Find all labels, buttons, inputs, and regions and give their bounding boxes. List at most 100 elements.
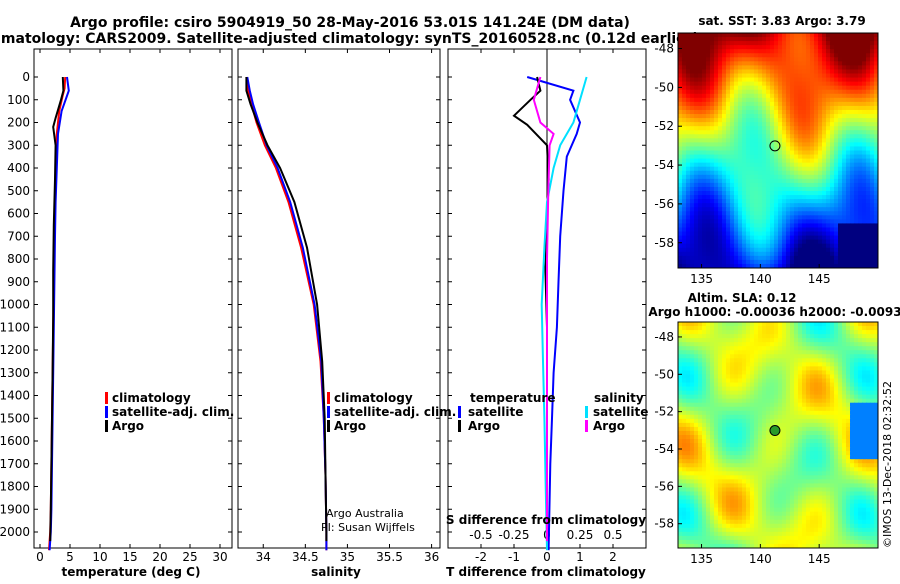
heatmap-cell (838, 427, 843, 432)
heatmap-cell (754, 366, 759, 371)
heatmap-cell (806, 195, 811, 200)
heatmap-cell (858, 203, 863, 208)
heatmap-cell (690, 61, 695, 66)
heatmap-cell (722, 57, 727, 62)
heatmap-cell (750, 134, 755, 139)
heatmap-cell (682, 383, 687, 388)
heatmap-cell (678, 215, 683, 220)
heatmap-cell (770, 322, 775, 327)
heatmap-cell (690, 203, 695, 208)
heatmap-cell (770, 207, 775, 212)
heatmap-cell (798, 110, 803, 115)
heatmap-cell (726, 74, 731, 79)
heatmap-cell (774, 57, 779, 62)
heatmap-cell (742, 167, 747, 172)
heatmap-cell (694, 106, 699, 111)
heatmap-cell (750, 451, 755, 456)
heatmap-cell (754, 142, 759, 147)
heatmap-cell (754, 374, 759, 379)
heatmap-cell (782, 395, 787, 400)
heatmap-cell (718, 183, 723, 188)
heatmap-cell (866, 74, 871, 79)
heatmap-cell (706, 211, 711, 216)
heatmap-cell (806, 223, 811, 228)
heatmap-cell (706, 342, 711, 347)
heatmap-cell (786, 187, 791, 192)
heatmap-cell (766, 374, 771, 379)
heatmap-cell (730, 179, 735, 184)
heatmap-cell (702, 223, 707, 228)
heatmap-cell (774, 419, 779, 424)
heatmap-cell (738, 260, 743, 265)
heatmap-cell (694, 187, 699, 192)
heatmap-cell (714, 252, 719, 257)
heatmap-cell (730, 240, 735, 245)
heatmap-cell (834, 435, 839, 440)
heatmap-cell (706, 240, 711, 245)
heatmap-cell (786, 354, 791, 359)
heatmap-cell (842, 403, 847, 408)
heatmap-cell (854, 223, 859, 228)
heatmap-cell (746, 383, 751, 388)
heatmap-cell (726, 252, 731, 257)
heatmap-cell (730, 260, 735, 265)
heatmap-cell (722, 427, 727, 432)
heatmap-cell (754, 370, 759, 375)
heatmap-cell (742, 207, 747, 212)
heatmap-cell (774, 463, 779, 468)
heatmap-cell (854, 207, 859, 212)
heatmap-cell (758, 447, 763, 452)
heatmap-cell (714, 167, 719, 172)
heatmap-cell (738, 69, 743, 74)
heatmap-cell (838, 207, 843, 212)
heatmap-cell (682, 195, 687, 200)
heatmap-cell (814, 179, 819, 184)
heatmap-cell (774, 142, 779, 147)
heatmap-cell (694, 256, 699, 261)
heatmap-cell (786, 183, 791, 188)
difference-line-t-argo (514, 77, 549, 541)
heatmap-cell (862, 61, 867, 66)
heatmap-cell (778, 219, 783, 224)
heatmap-cell (746, 366, 751, 371)
heatmap-cell (870, 134, 875, 139)
heatmap-cell (806, 403, 811, 408)
heatmap-cell (710, 175, 715, 180)
heatmap-cell (786, 49, 791, 54)
heatmap-cell (702, 451, 707, 456)
heatmap-cell (694, 366, 699, 371)
heatmap-cell (742, 151, 747, 156)
heatmap-cell (830, 411, 835, 416)
heatmap-cell (686, 195, 691, 200)
heatmap-cell (762, 334, 767, 339)
heatmap-cell (762, 163, 767, 168)
heatmap-cell (698, 439, 703, 444)
heatmap-cell (854, 126, 859, 131)
heatmap-cell (682, 399, 687, 404)
heatmap-cell (782, 33, 787, 38)
heatmap-cell (790, 362, 795, 367)
heatmap-cell (738, 175, 743, 180)
heatmap-cell (702, 203, 707, 208)
heatmap-cell (702, 114, 707, 119)
heatmap-cell (766, 94, 771, 99)
heatmap-cell (846, 227, 851, 232)
heatmap-cell (778, 207, 783, 212)
heatmap-cell (718, 322, 723, 327)
heatmap-cell (746, 159, 751, 164)
heatmap-cell (850, 451, 855, 456)
heatmap-cell (822, 207, 827, 212)
heatmap-cell (826, 45, 831, 50)
heatmap-cell (730, 443, 735, 448)
heatmap-cell (730, 451, 735, 456)
heatmap-cell (850, 431, 855, 436)
heatmap-cell (814, 151, 819, 156)
heatmap-cell (802, 94, 807, 99)
heatmap-cell (762, 455, 767, 460)
heatmap-cell (818, 326, 823, 331)
heatmap-cell (818, 138, 823, 143)
heatmap-cell (850, 379, 855, 384)
heatmap-cell (870, 358, 875, 363)
heatmap-cell (854, 134, 859, 139)
heatmap-cell (702, 415, 707, 420)
